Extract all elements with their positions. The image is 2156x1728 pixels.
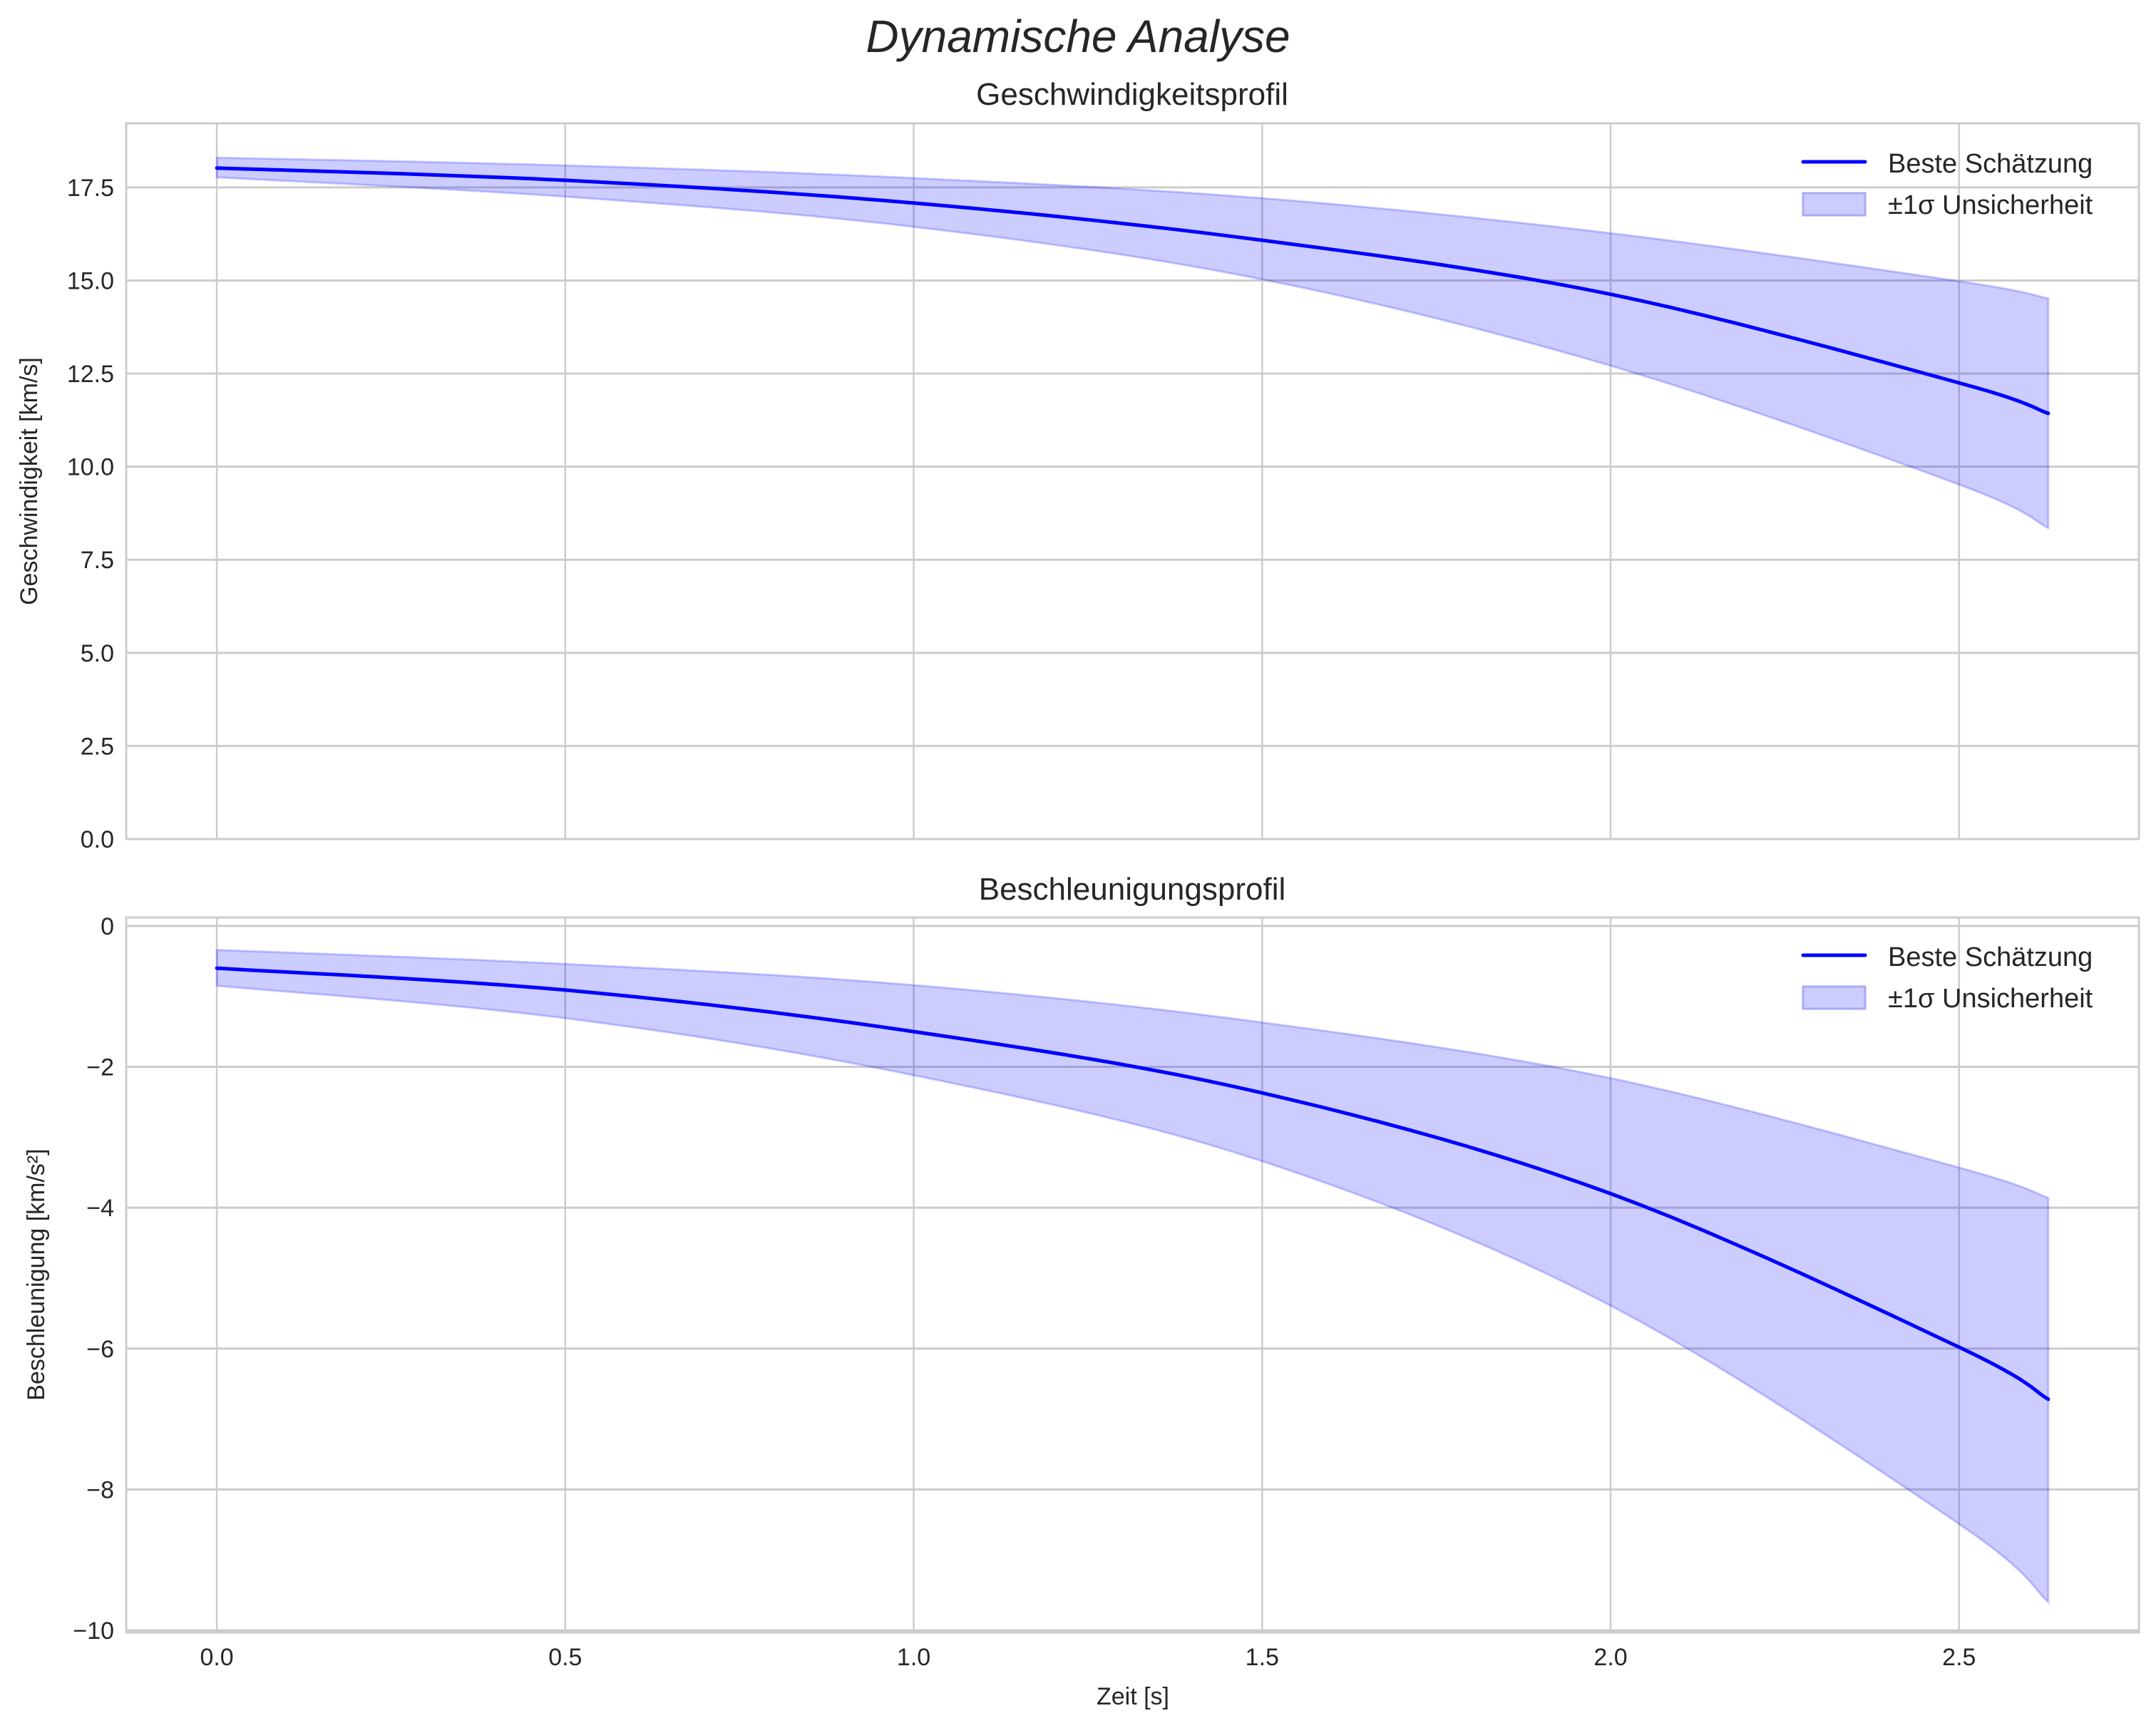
acceleration-legend: Beste Schätzung ±1σ Unsicherheit	[1801, 942, 2093, 1014]
figure-title: Dynamische Analyse	[866, 11, 1290, 62]
acceleration-axes-title: Beschleunigungsprofil	[979, 872, 1286, 907]
acceleration-uncertainty-band	[215, 948, 2050, 1605]
x-tick-label: 1.0	[897, 1644, 930, 1671]
y-tick-label: 5.0	[81, 640, 114, 667]
acceleration-y-tick-labels: −10 −8 −6 −4 −2 0	[73, 913, 114, 1645]
acceleration-y-axis-label: Beschleunigung [km/s²]	[23, 1148, 50, 1400]
y-tick-label: 0.0	[81, 826, 114, 853]
acceleration-axes: Beschleunigungsprofil −10−8−6−4−20 0.0 0.…	[23, 872, 2140, 1710]
legend-label-best-estimate: Beste Schätzung	[1888, 942, 2093, 972]
legend-band-swatch-icon	[1802, 192, 1867, 217]
y-tick-label: −6	[86, 1336, 114, 1363]
y-tick-label: −4	[86, 1195, 114, 1222]
legend-label-uncertainty: ±1σ Unsicherheit	[1888, 984, 2093, 1014]
x-axis-label: Zeit [s]	[1097, 1683, 1169, 1710]
x-tick-label: 1.5	[1246, 1644, 1279, 1671]
velocity-axes-title: Geschwindigkeitsprofil	[976, 77, 1288, 112]
y-tick-label: 0	[101, 913, 114, 940]
velocity-y-tick-labels: 0.0 2.5 5.0 7.5 10.0 12.5 15.0 17.5	[67, 175, 114, 853]
y-tick-label: 10.0	[67, 454, 114, 481]
acceleration-gridlines	[126, 917, 2139, 1632]
x-tick-label: 2.0	[1593, 1644, 1627, 1671]
velocity-legend: Beste Schätzung ±1σ Unsicherheit	[1801, 149, 2093, 220]
velocity-uncertainty-band	[215, 156, 2050, 530]
acceleration-x-tick-labels: 0.0 0.5 1.0 1.5 2.0 2.5	[200, 1644, 1976, 1671]
y-tick-label: 7.5	[81, 547, 114, 574]
y-tick-label: −8	[86, 1476, 114, 1503]
y-tick-label: −2	[86, 1054, 114, 1081]
velocity-axes: Geschwindigkeitsprofil 0.0 2.5 5.0 7.5 10.0 1…	[16, 77, 2140, 853]
velocity-axes-frame	[125, 122, 2140, 840]
velocity-best-estimate-line	[215, 166, 2050, 416]
y-tick-label: −10	[73, 1618, 114, 1645]
acceleration-best-estimate-line	[215, 966, 2050, 1402]
velocity-plot-area	[126, 123, 2139, 839]
legend-label-best-estimate: Beste Schätzung	[1888, 149, 2093, 179]
y-tick-label: 17.5	[67, 175, 114, 202]
y-tick-label: 2.5	[81, 733, 114, 760]
y-tick-label: 12.5	[67, 361, 114, 388]
y-tick-label: 15.0	[67, 267, 114, 294]
x-tick-label: 0.5	[548, 1644, 582, 1671]
legend-label-uncertainty: ±1σ Unsicherheit	[1888, 190, 2093, 220]
acceleration-axes-frame	[125, 916, 2140, 1634]
x-tick-label: 2.5	[1942, 1644, 1976, 1671]
legend-band-swatch-icon	[1802, 985, 1867, 1010]
velocity-y-axis-label: Geschwindigkeit [km/s]	[16, 357, 43, 605]
x-tick-label: 0.0	[200, 1644, 233, 1671]
